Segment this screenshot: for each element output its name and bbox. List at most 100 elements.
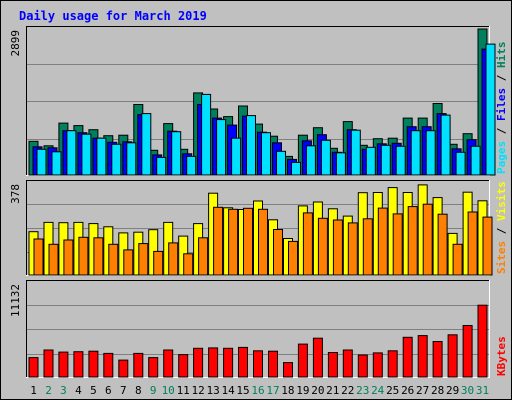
bar-sites-day-18 (288, 240, 298, 276)
bar-sites-day-24 (377, 207, 388, 276)
panel-1: 2899 Pages / Files / Hits (9, 26, 508, 176)
x-tick-label-day-22: 22 (341, 384, 354, 397)
x-tick-label-day-1: 1 (30, 384, 37, 397)
x-tick-label-day-15: 15 (236, 384, 249, 397)
panel-3: 11132 KBytes (9, 280, 508, 378)
bar-pages-day-2 (51, 151, 62, 176)
bar-sites-day-30 (467, 211, 478, 276)
bar-sites-day-6 (108, 243, 119, 276)
bar-sites-day-8 (138, 243, 149, 276)
bar-sites-day-16 (258, 208, 268, 276)
legend-visits: Visits (495, 181, 508, 221)
x-tick-label-day-19: 19 (296, 384, 309, 397)
bar-kbytes-day-27 (417, 335, 428, 378)
x-tick-label-day-28: 28 (431, 384, 444, 397)
x-tick-label-day-27: 27 (416, 384, 429, 397)
bar-kbytes-day-21 (327, 352, 338, 378)
legend-separator: / (495, 68, 508, 88)
panel-1-max-label: 2899 (9, 30, 22, 57)
x-tick-label-day-17: 17 (266, 384, 279, 397)
bar-pages-day-27 (425, 130, 436, 176)
x-tick-label-day-25: 25 (386, 384, 399, 397)
bar-pages-day-23 (365, 146, 376, 176)
bar-sites-day-10 (168, 242, 179, 276)
bar-pages-day-8 (141, 113, 152, 176)
bar-sites-day-3 (63, 239, 74, 276)
bar-sites-day-29 (452, 243, 463, 276)
bar-sites-day-28 (437, 213, 448, 276)
bar-kbytes-day-19 (297, 343, 308, 378)
bar-pages-day-25 (395, 145, 406, 176)
bar-kbytes-day-28 (432, 341, 443, 378)
bar-pages-day-31 (485, 43, 496, 176)
bar-kbytes-day-31 (477, 304, 488, 378)
bar-kbytes-day-29 (447, 334, 458, 378)
bar-pages-day-5 (96, 137, 107, 176)
bar-pages-day-10 (171, 131, 182, 176)
x-tick-label-day-24: 24 (371, 384, 385, 397)
bar-sites-day-20 (317, 217, 328, 276)
legend-separator: / (495, 221, 508, 241)
bar-pages-day-13 (216, 119, 227, 176)
x-tick-label-day-12: 12 (191, 384, 204, 397)
legend-files: Files (495, 88, 508, 121)
bar-kbytes-day-15 (238, 346, 248, 378)
bar-sites-day-31 (482, 216, 493, 276)
bar-pages-day-24 (380, 144, 391, 176)
bar-kbytes-day-14 (223, 347, 234, 378)
bar-kbytes-day-9 (148, 357, 159, 378)
bar-sites-day-26 (407, 206, 418, 276)
x-tick-label-day-4: 4 (75, 384, 82, 397)
x-tick-label-day-23: 23 (356, 384, 369, 397)
bar-pages-day-11 (186, 155, 197, 176)
panel-2-legend: Sites / Visits (495, 181, 508, 274)
x-tick-label-day-11: 11 (177, 384, 190, 397)
bar-sites-day-1 (33, 238, 44, 276)
legend-hits: Hits (495, 42, 508, 69)
x-tick-label-day-2: 2 (45, 384, 52, 397)
bar-kbytes-day-16 (253, 350, 263, 378)
chart-title: Daily usage for March 2019 (19, 9, 207, 23)
bar-sites-day-9 (153, 250, 164, 276)
bar-sites-day-25 (392, 213, 403, 276)
x-tick-label-day-9: 9 (150, 384, 157, 397)
bar-kbytes-day-24 (372, 352, 383, 378)
x-tick-label-day-31: 31 (476, 384, 489, 397)
bar-pages-day-29 (455, 151, 466, 176)
bar-kbytes-day-26 (402, 336, 413, 378)
bar-pages-day-6 (111, 143, 122, 176)
bar-pages-day-17 (276, 150, 286, 176)
bar-kbytes-day-6 (103, 352, 114, 378)
legend-pages: Pages (495, 141, 508, 174)
x-tick-label-day-13: 13 (206, 384, 219, 397)
bar-pages-day-4 (81, 133, 92, 176)
bar-kbytes-day-10 (163, 349, 174, 378)
bar-kbytes-day-30 (462, 325, 473, 378)
x-tick-label-day-3: 3 (60, 384, 67, 397)
bar-pages-day-3 (66, 130, 77, 176)
bar-pages-day-28 (440, 114, 451, 176)
bar-sites-day-11 (183, 253, 194, 276)
panel-1-legend: Pages / Files / Hits (495, 42, 508, 175)
bar-pages-day-9 (156, 156, 167, 176)
x-tick-label-day-21: 21 (326, 384, 339, 397)
bar-kbytes-day-4 (73, 351, 84, 378)
bar-sites-day-12 (198, 237, 209, 276)
x-tick-label-day-29: 29 (446, 384, 459, 397)
bar-pages-day-19 (305, 145, 316, 176)
bar-sites-day-15 (243, 207, 253, 276)
bar-sites-day-17 (273, 229, 283, 276)
x-tick-label-day-30: 30 (461, 384, 474, 397)
bar-pages-day-15 (246, 115, 256, 176)
bar-sites-day-2 (48, 243, 59, 276)
bar-pages-day-20 (320, 139, 331, 176)
bar-kbytes-day-8 (133, 352, 144, 378)
bar-sites-day-22 (347, 222, 358, 276)
bar-pages-day-7 (126, 142, 137, 176)
panel-3-max-label: 11132 (9, 284, 22, 317)
legend-sites: Sites (495, 241, 508, 274)
bar-sites-day-14 (228, 208, 239, 276)
bar-kbytes-day-1 (28, 357, 39, 378)
bar-pages-day-26 (410, 130, 421, 176)
